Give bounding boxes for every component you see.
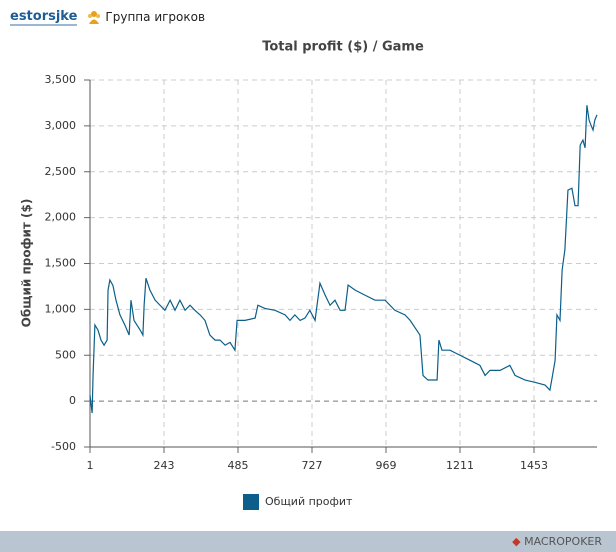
y-tick-label: 2,000 (45, 211, 77, 224)
y-axis-label: Общий профит ($) (20, 199, 34, 328)
x-tick-label: 243 (154, 459, 175, 472)
x-tick-label: 727 (302, 459, 323, 472)
user-name[interactable]: estorsjke (10, 8, 78, 26)
x-tick-label: 1211 (446, 459, 474, 472)
x-tick-label: 1453 (520, 459, 548, 472)
chart: Total profit ($) / Game Общий профит ($)… (20, 40, 598, 510)
logo-text: MACROPOKER (524, 535, 602, 548)
group-icon (88, 11, 101, 24)
y-tick-label: 2,500 (45, 165, 77, 178)
y-tick-label: -500 (51, 440, 76, 453)
header: estorsjke Группа игроков (10, 6, 205, 28)
group-link[interactable]: Группа игроков (87, 10, 205, 24)
y-tick-label: 0 (69, 394, 76, 407)
y-tick-label: 500 (55, 348, 76, 361)
y-tick-label: 1,500 (45, 257, 77, 270)
footer: ◆ MACROPOKER (0, 531, 616, 552)
group-label: Группа игроков (105, 10, 206, 24)
x-tick-label: 969 (376, 459, 397, 472)
y-tick-label: 3,500 (45, 73, 77, 86)
legend-swatch (243, 494, 259, 510)
data-line (89, 105, 598, 414)
x-tick-label: 485 (228, 459, 249, 472)
logo: ◆ MACROPOKER (512, 535, 602, 548)
chart-title: Total profit ($) / Game (262, 40, 424, 55)
y-tick-label: 1,000 (45, 302, 77, 315)
y-tick-label: 3,000 (45, 119, 77, 132)
x-tick-label: 1 (87, 459, 94, 472)
legend-label: Общий профит (265, 495, 353, 508)
